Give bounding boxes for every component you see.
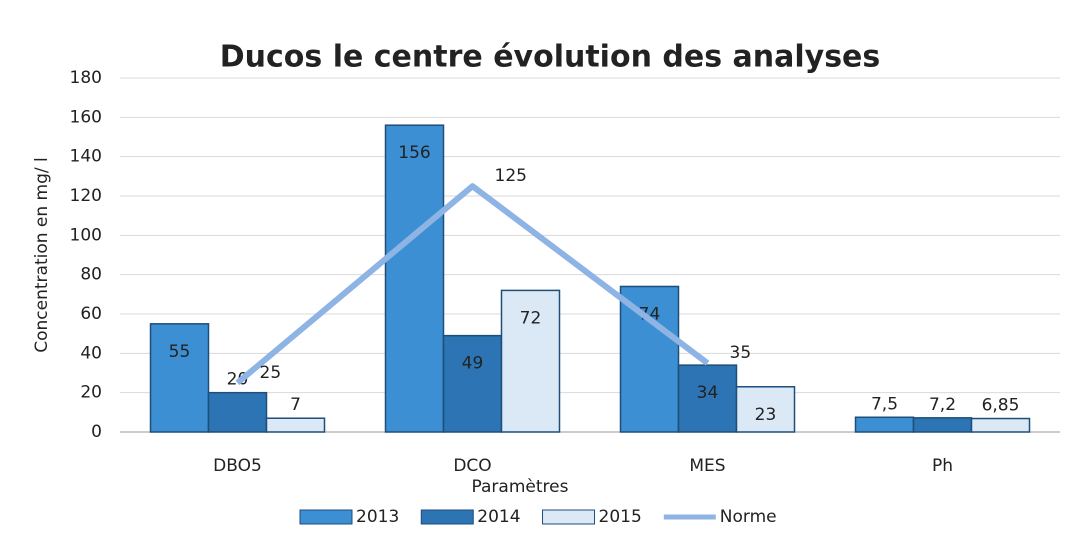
y-tick-label: 60 xyxy=(80,304,102,324)
x-tick-label: MES xyxy=(689,456,725,476)
data-label: 125 xyxy=(495,166,527,186)
data-label: 55 xyxy=(169,342,191,362)
data-label: 7,2 xyxy=(929,395,956,415)
data-label: 34 xyxy=(697,383,719,403)
bar xyxy=(677,364,738,433)
bar xyxy=(265,417,326,433)
legend-label: 2013 xyxy=(356,507,399,527)
data-label: 35 xyxy=(730,343,752,363)
chart-title: Ducos le centre évolution des analyses xyxy=(220,40,881,75)
y-axis-label: Concentration en mg/ l xyxy=(32,157,52,353)
legend-label: 2014 xyxy=(477,507,520,527)
y-tick-label: 100 xyxy=(70,225,102,245)
y-tick-label: 140 xyxy=(70,147,102,167)
data-label: 7,5 xyxy=(871,394,898,414)
data-label: 49 xyxy=(462,354,484,374)
bar xyxy=(854,416,915,433)
data-label: 74 xyxy=(639,304,661,324)
x-tick-label: DBO5 xyxy=(213,456,262,476)
x-tick-label: DCO xyxy=(453,456,491,476)
data-label: 6,85 xyxy=(982,396,1020,416)
bar xyxy=(207,391,268,433)
bar xyxy=(735,386,796,433)
bar xyxy=(149,323,210,433)
bar xyxy=(619,285,680,433)
y-tick-label: 120 xyxy=(70,186,102,206)
data-label: 72 xyxy=(520,308,542,328)
bar xyxy=(500,289,561,433)
legend-label: 2015 xyxy=(599,507,642,527)
data-label: 25 xyxy=(260,363,282,383)
bar xyxy=(384,124,445,433)
bar xyxy=(970,417,1031,433)
data-label: 156 xyxy=(398,143,430,163)
line xyxy=(235,183,710,386)
legend-swatch xyxy=(420,509,474,525)
legend-swatch xyxy=(542,509,596,525)
data-label: 7 xyxy=(290,395,301,415)
y-tick-label: 0 xyxy=(91,422,102,442)
data-label: 23 xyxy=(755,405,777,425)
y-tick-label: 40 xyxy=(80,343,102,363)
y-tick-label: 20 xyxy=(80,383,102,403)
legend-label: Norme xyxy=(720,507,777,527)
y-tick-label: 160 xyxy=(70,107,102,127)
bar xyxy=(912,417,973,433)
y-tick-label: 180 xyxy=(70,68,102,88)
x-tick-label: Ph xyxy=(932,456,953,476)
legend-swatch xyxy=(299,509,353,525)
y-tick-label: 80 xyxy=(80,265,102,285)
bar xyxy=(442,334,503,433)
x-axis-label: Paramètres xyxy=(472,477,569,497)
